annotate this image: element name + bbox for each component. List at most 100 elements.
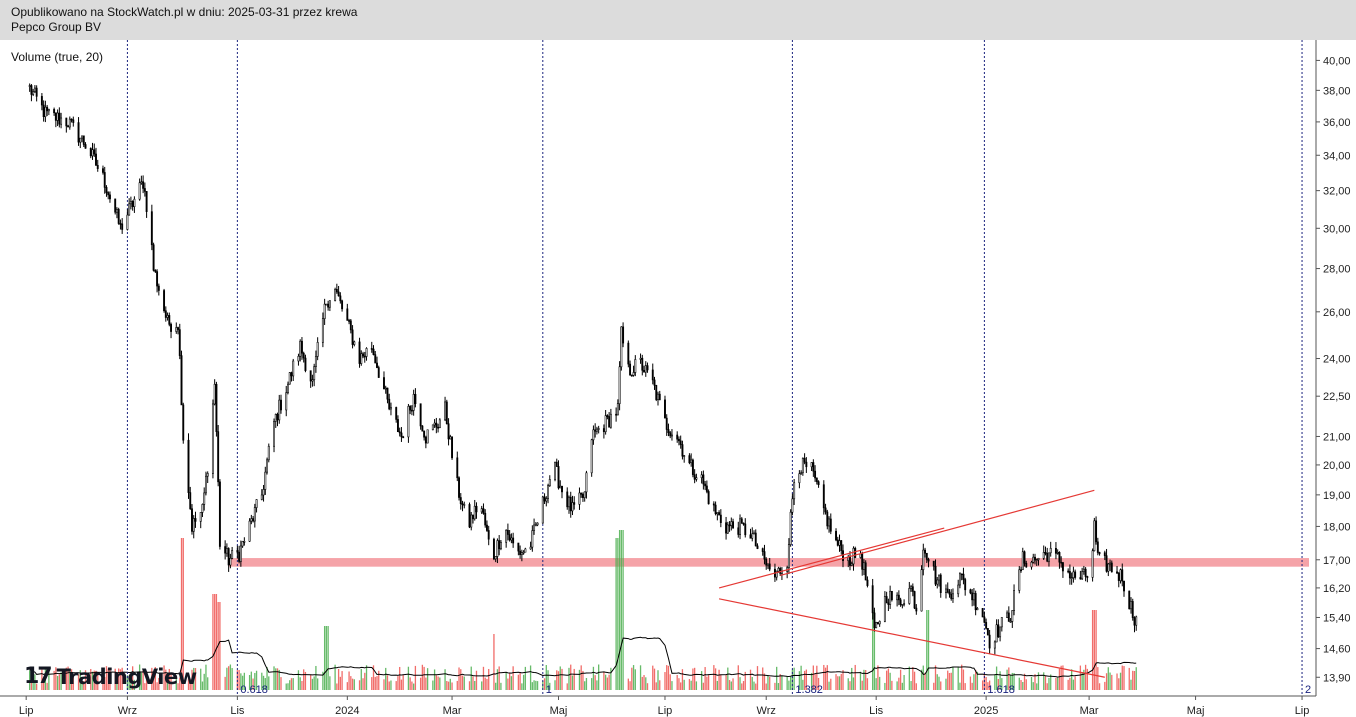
trendline[interactable] xyxy=(718,527,945,589)
trendline[interactable] xyxy=(780,489,1095,577)
trendline[interactable] xyxy=(718,598,1105,678)
price-candle xyxy=(1070,577,1073,579)
volume-bar xyxy=(1018,677,1020,690)
volume-bar xyxy=(926,610,928,690)
volume-bar xyxy=(964,683,966,690)
price-candle xyxy=(273,421,275,447)
price-candle xyxy=(304,357,307,371)
volume-bar xyxy=(671,681,673,690)
price-candle xyxy=(555,461,558,467)
price-candle xyxy=(285,392,288,411)
volume-bar xyxy=(168,668,170,690)
volume-bar xyxy=(994,674,996,690)
price-candle xyxy=(292,360,295,377)
fib-time-label: 2 xyxy=(1305,684,1311,696)
price-candle xyxy=(40,96,43,106)
volume-bar xyxy=(1043,672,1045,690)
price-candle xyxy=(1030,561,1033,568)
x-tick-label: 2024 xyxy=(335,705,359,717)
volume-bar xyxy=(130,679,132,690)
price-candle xyxy=(693,474,696,480)
volume-bar xyxy=(378,670,380,690)
volume-bar xyxy=(629,681,631,690)
price-candle xyxy=(170,324,172,332)
price-candle xyxy=(627,342,630,365)
volume-bar xyxy=(1086,668,1089,690)
volume-bar xyxy=(781,676,783,690)
volume-bar xyxy=(145,671,148,690)
price-candle xyxy=(388,398,391,410)
price-chart[interactable]: 0.618 1 1.382 1.618 2 13,90 14,60 15,40 16,20 17… xyxy=(0,40,1356,717)
volume-bar xyxy=(1067,679,1069,690)
volume-bar xyxy=(67,666,69,690)
price-candle xyxy=(1130,601,1132,610)
volume-bar xyxy=(875,678,877,690)
volume-bar xyxy=(524,666,527,690)
volume-bar xyxy=(133,679,136,690)
volume-bar xyxy=(126,675,129,690)
price-candle xyxy=(887,602,890,605)
volume-bar xyxy=(898,677,900,690)
price-candle xyxy=(1025,562,1028,568)
volume-bar xyxy=(634,669,636,690)
price-candle xyxy=(622,326,625,344)
price-candle xyxy=(121,223,124,230)
volume-bar xyxy=(962,669,965,690)
price-candle xyxy=(964,579,967,591)
volume-bar xyxy=(995,666,998,690)
volume-bar xyxy=(676,674,678,690)
volume-bar xyxy=(512,666,514,690)
price-candle xyxy=(644,365,647,373)
price-candle xyxy=(739,518,741,535)
price-candle xyxy=(969,589,972,594)
price-candle xyxy=(459,497,462,504)
volume-bar xyxy=(1116,673,1118,690)
volume-bar xyxy=(287,683,289,690)
volume-bar xyxy=(522,674,525,690)
price-candle xyxy=(299,340,302,357)
price-candle xyxy=(206,473,209,477)
volume-bar xyxy=(791,669,794,690)
price-candle xyxy=(1082,568,1085,572)
x-tick-label: Lis xyxy=(869,705,884,717)
price-candle xyxy=(793,482,796,500)
price-candle xyxy=(72,119,75,123)
price-candle xyxy=(742,522,745,525)
price-candle xyxy=(323,303,326,319)
price-candle xyxy=(950,593,953,599)
volume-bar xyxy=(371,677,373,690)
y-tick-label: 17,00 xyxy=(1323,555,1351,567)
price-candle xyxy=(358,341,361,364)
volume-bar xyxy=(877,665,879,690)
price-candle xyxy=(592,429,595,441)
volume-bar xyxy=(1083,669,1085,690)
price-candle xyxy=(545,498,548,502)
price-candle xyxy=(800,472,803,475)
volume-bar xyxy=(1135,667,1137,690)
volume-bar xyxy=(737,665,739,690)
volume-bar xyxy=(1058,668,1061,690)
price-candle xyxy=(850,563,853,566)
volume-bar xyxy=(360,668,362,690)
volume-bar xyxy=(1023,673,1026,690)
price-candle xyxy=(239,545,242,562)
volume-bar xyxy=(947,670,949,690)
volume-bar xyxy=(505,672,507,690)
price-candle xyxy=(56,112,59,121)
price-candle xyxy=(730,521,733,526)
volume-bar xyxy=(42,679,45,690)
price-candle xyxy=(836,539,839,546)
price-candle xyxy=(1135,616,1138,626)
price-candle xyxy=(972,593,975,601)
volume-bar xyxy=(383,679,385,690)
price-candle xyxy=(311,379,314,382)
price-candle xyxy=(1021,551,1024,571)
y-tick-label: 19,00 xyxy=(1323,490,1351,502)
volume-bar xyxy=(1084,664,1087,690)
price-candle xyxy=(1105,555,1108,572)
price-candle xyxy=(726,524,729,534)
volume-bar xyxy=(248,675,251,690)
volume-bar xyxy=(496,669,499,690)
price-candle xyxy=(143,188,146,192)
volume-bar xyxy=(985,676,987,690)
